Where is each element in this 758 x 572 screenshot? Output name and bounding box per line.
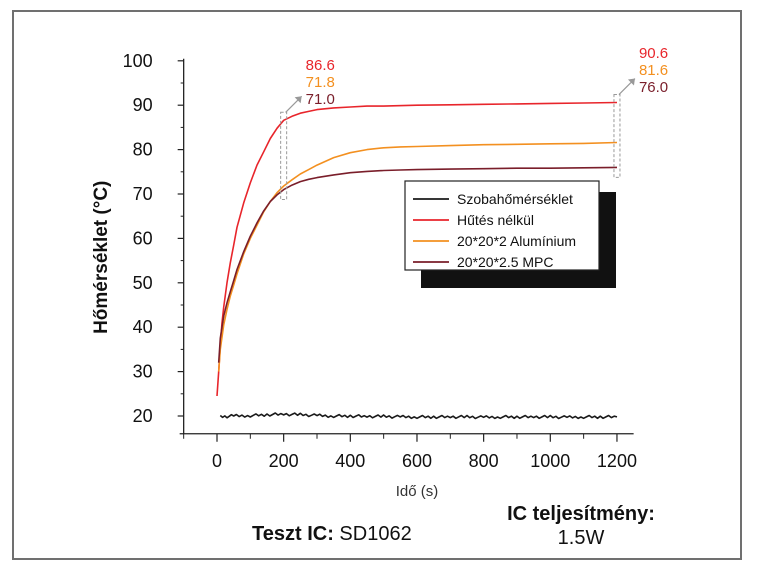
legend-label: 20*20*2 Alumínium [457, 233, 576, 249]
y-tick-label: 20 [133, 406, 153, 426]
annotation-arrowhead [294, 96, 302, 104]
x-tick-label: 600 [402, 451, 432, 471]
y-axis-label: Hőmérséklet (°C) [91, 181, 112, 334]
annotation-bracket [613, 94, 621, 178]
x-axis-label: Idő (s) [396, 483, 439, 500]
test-ic-caption: Teszt IC: SD1062 [252, 523, 412, 546]
x-tick-label: 800 [469, 451, 499, 471]
series-line-1 [219, 412, 618, 420]
annotation-value-label: 71.8 [306, 74, 335, 91]
x-tick-label: 0 [212, 451, 222, 471]
ic-power-caption: IC teljesítmény: 1.5W [506, 502, 656, 550]
legend-label: 20*20*2.5 MPC [457, 254, 554, 270]
y-tick-label: 60 [133, 228, 153, 248]
y-tick-label: 70 [133, 184, 153, 204]
series-line-3 [217, 141, 618, 372]
x-tick-label: 400 [335, 451, 365, 471]
y-tick-label: 50 [133, 273, 153, 293]
y-tick-label: 80 [133, 140, 153, 160]
annotation-value-label: 76.0 [639, 79, 668, 96]
annotation-value-label: 71.0 [306, 91, 335, 108]
series-line-2 [216, 101, 618, 397]
ic-power-value: 1.5W [557, 527, 605, 549]
legend-label: Hűtés nélkül [457, 212, 534, 228]
legend-label: Szobahőmérséklet [457, 191, 573, 207]
x-tick-label: 1000 [530, 451, 570, 471]
series-line-4 [217, 166, 618, 363]
annotation-bracket [280, 111, 288, 201]
annotation-arrowhead [627, 78, 635, 86]
test-ic-value: SD1062 [339, 523, 412, 545]
x-tick-label: 1200 [597, 451, 637, 471]
figure-frame [12, 10, 742, 560]
y-tick-label: 30 [133, 362, 153, 382]
legend: Szobahőmérséklet Hűtés nélkül 20*20*2 Alum… [404, 180, 616, 288]
y-tick-label: 90 [133, 95, 153, 115]
annotation-value-label: 81.6 [639, 62, 668, 79]
legend-box [404, 180, 600, 271]
test-ic-label: Teszt IC: [252, 523, 334, 545]
ic-power-label: IC teljesítmény: [507, 503, 655, 525]
value-annotations: 86.671.871.0 90.681.676.0 [280, 45, 668, 201]
annotation-value-label: 90.6 [639, 45, 668, 62]
y-tick-label: 100 [123, 51, 153, 71]
annotation-value-label: 86.6 [306, 57, 335, 74]
y-tick-label: 40 [133, 317, 153, 337]
x-tick-label: 200 [269, 451, 299, 471]
